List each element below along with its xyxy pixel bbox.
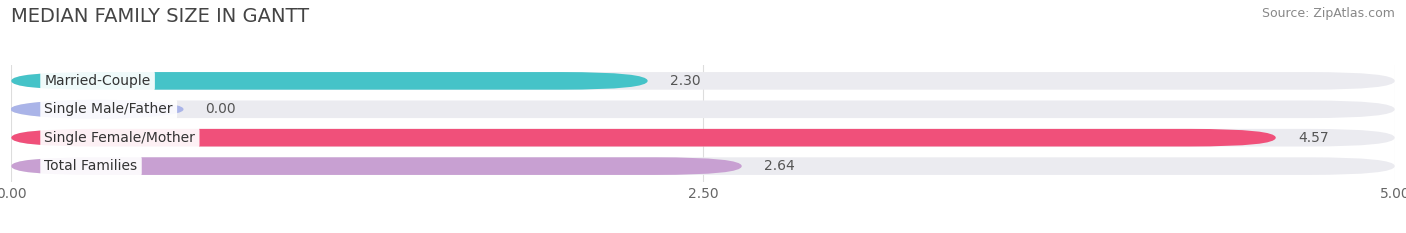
FancyBboxPatch shape bbox=[11, 100, 1395, 118]
FancyBboxPatch shape bbox=[11, 72, 1395, 90]
FancyBboxPatch shape bbox=[11, 129, 1275, 147]
Text: MEDIAN FAMILY SIZE IN GANTT: MEDIAN FAMILY SIZE IN GANTT bbox=[11, 7, 309, 26]
Text: 2.30: 2.30 bbox=[669, 74, 700, 88]
Text: Single Female/Mother: Single Female/Mother bbox=[45, 131, 195, 145]
FancyBboxPatch shape bbox=[11, 72, 648, 90]
Text: 2.64: 2.64 bbox=[763, 159, 794, 173]
Text: Married-Couple: Married-Couple bbox=[45, 74, 150, 88]
FancyBboxPatch shape bbox=[11, 157, 742, 175]
Text: Single Male/Father: Single Male/Father bbox=[45, 102, 173, 116]
Text: Total Families: Total Families bbox=[45, 159, 138, 173]
FancyBboxPatch shape bbox=[11, 129, 1395, 147]
FancyBboxPatch shape bbox=[11, 157, 1395, 175]
Text: 0.00: 0.00 bbox=[205, 102, 236, 116]
Text: Source: ZipAtlas.com: Source: ZipAtlas.com bbox=[1261, 7, 1395, 20]
Circle shape bbox=[11, 100, 183, 118]
Text: 4.57: 4.57 bbox=[1298, 131, 1329, 145]
